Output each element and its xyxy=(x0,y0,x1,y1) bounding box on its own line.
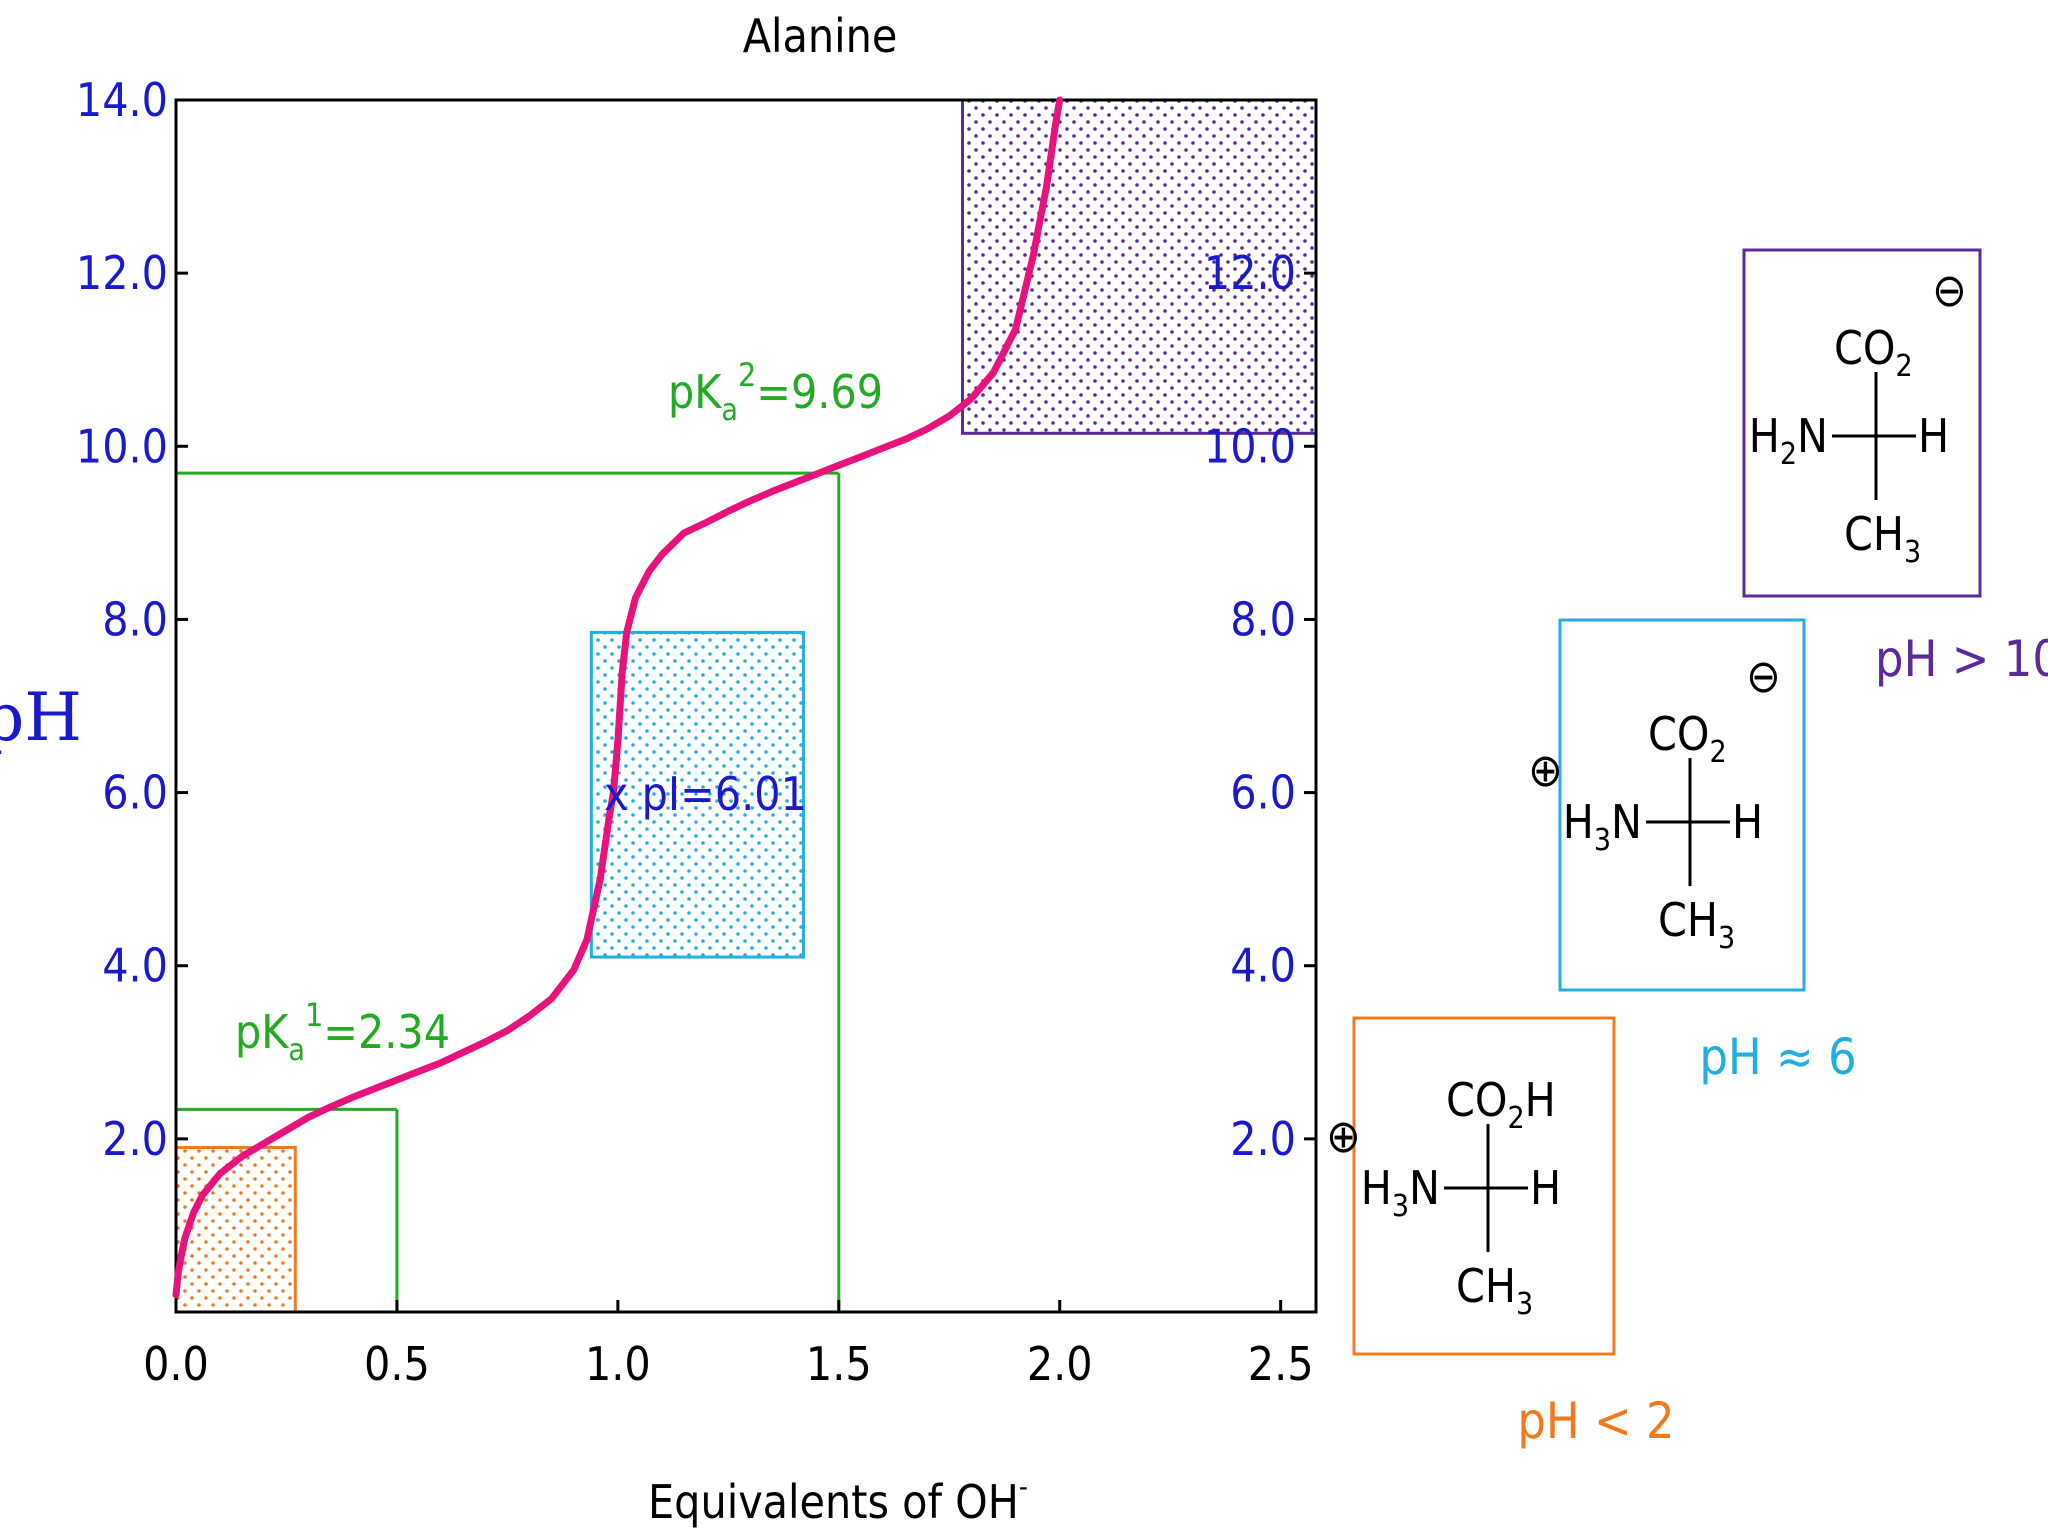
y-tick-label-left: 14.0 xyxy=(76,73,168,127)
x-axis-label-main: Equivalents of OH xyxy=(648,1475,1019,1529)
top-group-main: CO xyxy=(1834,321,1895,375)
y-tick-label-left: 4.0 xyxy=(102,939,168,993)
structure-frame xyxy=(1352,1016,1616,1356)
y-tick-label-left: 10.0 xyxy=(76,419,168,473)
x-tick-label: 2.5 xyxy=(1248,1337,1314,1391)
pka1-subscript: a xyxy=(288,1033,305,1068)
left-group-sub: 3 xyxy=(1392,1189,1409,1224)
y-tick-label-right: 6.0 xyxy=(1230,766,1296,820)
bottom-group-label: CH3 xyxy=(1456,1259,1533,1322)
high-ph-region xyxy=(961,98,1318,435)
right-group-label: H xyxy=(1918,409,1949,463)
y-tick-label-right: 10.0 xyxy=(1204,419,1296,473)
left-group-main: H xyxy=(1749,409,1780,463)
left-group-tail: N xyxy=(1611,795,1642,849)
left-group-tail: N xyxy=(1409,1161,1440,1215)
ph-condition-label: pH > 10 xyxy=(1875,630,2048,688)
titration-curve-layer xyxy=(172,96,1064,1299)
x-axis-label-superscript: - xyxy=(1019,1470,1028,1503)
pka2-subscript: a xyxy=(721,393,738,428)
x-tick-label: 1.5 xyxy=(806,1337,872,1391)
y-tick-label-left: 8.0 xyxy=(102,592,168,646)
pi-label: x pI=6.01 xyxy=(604,767,807,821)
x-axis-label: Equivalents of OH- xyxy=(648,1470,1028,1529)
y-tick-label-left: 2.0 xyxy=(102,1112,168,1166)
left-group-main: H xyxy=(1361,1161,1392,1215)
top-group-label: CO2 xyxy=(1648,707,1727,770)
isoelectric-region xyxy=(589,630,805,959)
bottom-group-sub: 3 xyxy=(1516,1287,1533,1322)
low-ph-region xyxy=(174,1146,297,1314)
x-tick-label: 2.0 xyxy=(1027,1337,1093,1391)
pka-reference-lines xyxy=(176,471,841,1312)
x-tick-label: 1.0 xyxy=(585,1337,651,1391)
bottom-group-main: CH xyxy=(1456,1259,1516,1313)
left-group-label: H3N xyxy=(1563,795,1642,858)
left-group-tail: N xyxy=(1797,409,1828,463)
negative-charge-icon: ⊖ xyxy=(1746,649,1781,703)
y-tick-label-right: 12.0 xyxy=(1204,246,1296,300)
left-group-main: H xyxy=(1563,795,1594,849)
right-group-label: H xyxy=(1530,1161,1561,1215)
plot-frame xyxy=(174,98,1318,1314)
pka2-superscript: 2 xyxy=(738,356,756,394)
top-group-sub: 2 xyxy=(1895,349,1912,384)
titration-curve xyxy=(172,96,1064,1299)
top-group-sub: 2 xyxy=(1507,1101,1524,1136)
pka1-label: pKa1=2.34 xyxy=(235,996,450,1068)
structure-frame xyxy=(1742,248,1982,598)
pka2-prefix: pK xyxy=(668,365,723,419)
structure-frame xyxy=(1558,618,1806,992)
top-group-tail: H xyxy=(1525,1073,1556,1127)
bottom-group-sub: 3 xyxy=(1718,921,1735,956)
y-tick-label-right: 4.0 xyxy=(1230,939,1296,993)
pka2-value: =9.69 xyxy=(756,365,883,419)
positive-charge-icon: ⊕ xyxy=(1528,743,1563,797)
bottom-group-label: CH3 xyxy=(1844,507,1921,570)
x-tick-label: 0.5 xyxy=(364,1337,430,1391)
bottom-group-label: CH3 xyxy=(1658,893,1735,956)
left-group-label: H3N xyxy=(1361,1161,1440,1224)
ph-condition-label: pH ≈ 6 xyxy=(1699,1028,1856,1086)
chart-title: Alanine xyxy=(743,9,898,63)
negative-charge-icon: ⊖ xyxy=(1932,263,1967,317)
y-tick-label-left: 6.0 xyxy=(102,766,168,820)
top-group-sub: 2 xyxy=(1709,735,1726,770)
bottom-group-main: CH xyxy=(1658,893,1718,947)
pka2-label: pKa2=9.69 xyxy=(668,356,883,428)
top-group-main: CO xyxy=(1648,707,1709,761)
top-group-label: CO2 xyxy=(1834,321,1913,384)
pka1-prefix: pK xyxy=(235,1005,290,1059)
y-axis-label: pH xyxy=(0,679,82,756)
y-tick-label-right: 2.0 xyxy=(1230,1112,1296,1166)
pka1-superscript: 1 xyxy=(305,996,323,1034)
left-group-label: H2N xyxy=(1749,409,1828,472)
x-tick-label: 0.0 xyxy=(143,1337,209,1391)
y-tick-label-left: 12.0 xyxy=(76,246,168,300)
top-group-label: CO2H xyxy=(1446,1073,1556,1136)
left-group-sub: 2 xyxy=(1780,437,1797,472)
positive-charge-icon: ⊕ xyxy=(1326,1109,1361,1163)
shaded-regions xyxy=(174,98,1318,1314)
right-group-label: H xyxy=(1732,795,1763,849)
ph-condition-label: pH < 2 xyxy=(1517,1392,1674,1450)
axis-ticks: 0.0 0.5 1.0 1.5 2.0 2.52.04.06.08.010.012.014… xyxy=(76,73,1316,1391)
left-group-sub: 3 xyxy=(1594,823,1611,858)
bottom-group-main: CH xyxy=(1844,507,1904,561)
bottom-group-sub: 3 xyxy=(1904,535,1921,570)
pka1-value: =2.34 xyxy=(323,1005,450,1059)
y-tick-label-right: 8.0 xyxy=(1230,592,1296,646)
top-group-main: CO xyxy=(1446,1073,1507,1127)
